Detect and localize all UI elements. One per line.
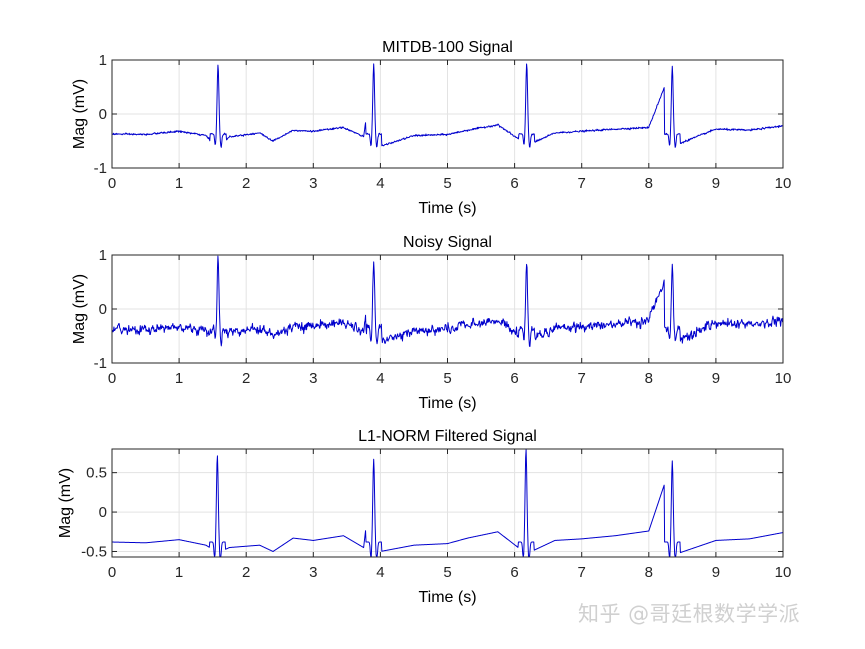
x-axis-label: Time (s) bbox=[418, 589, 476, 606]
y-tick-label: 0 bbox=[99, 301, 107, 318]
y-tick-label: -1 bbox=[94, 160, 107, 177]
x-tick-label: 5 bbox=[443, 175, 451, 192]
y-axis-label: Mag (mV) bbox=[71, 274, 88, 344]
y-axis-label: Mag (mV) bbox=[71, 79, 88, 149]
y-tick-label: 0 bbox=[99, 504, 107, 521]
x-tick-label: 4 bbox=[376, 175, 384, 192]
y-tick-label: 0 bbox=[99, 106, 107, 123]
series-line bbox=[111, 255, 784, 347]
x-tick-label: 7 bbox=[578, 370, 586, 387]
x-tick-label: 9 bbox=[712, 175, 720, 192]
x-tick-label: 8 bbox=[645, 175, 653, 192]
x-tick-label: 6 bbox=[510, 175, 518, 192]
x-tick-label: 2 bbox=[242, 370, 250, 387]
y-tick-label: -0.5 bbox=[81, 543, 107, 560]
x-tick-label: 6 bbox=[510, 370, 518, 387]
chart-panel-3: 0 1 2 3 4 5 6 7 8 9 10-0.500.5L1-NORM Filtered Sig… bbox=[57, 428, 791, 606]
x-tick-label: 9 bbox=[712, 370, 720, 387]
x-tick-label: 7 bbox=[578, 564, 586, 581]
x-tick-label: 10 bbox=[775, 370, 792, 387]
x-tick-label: 6 bbox=[510, 564, 518, 581]
x-tick-label: 10 bbox=[775, 175, 792, 192]
x-tick-label: 2 bbox=[242, 564, 250, 581]
series-line bbox=[111, 449, 784, 558]
watermark-text: 知乎 @哥廷根数学学派 bbox=[578, 602, 801, 626]
series-line bbox=[111, 63, 784, 148]
y-tick-label: -1 bbox=[94, 355, 107, 372]
chart-title: Noisy Signal bbox=[403, 234, 492, 251]
y-axis-label: Mag (mV) bbox=[57, 468, 74, 538]
x-tick-label: 4 bbox=[376, 564, 384, 581]
x-tick-label: 7 bbox=[578, 175, 586, 192]
x-tick-label: 1 bbox=[175, 370, 183, 387]
x-tick-label: 2 bbox=[242, 175, 250, 192]
x-tick-label: 4 bbox=[376, 370, 384, 387]
x-tick-label: 3 bbox=[309, 564, 317, 581]
x-tick-label: 8 bbox=[645, 370, 653, 387]
chart-title: L1-NORM Filtered Signal bbox=[358, 428, 537, 445]
x-axis-label: Time (s) bbox=[418, 395, 476, 412]
x-tick-label: 1 bbox=[175, 564, 183, 581]
x-tick-label: 3 bbox=[309, 175, 317, 192]
x-tick-label: 5 bbox=[443, 564, 451, 581]
y-tick-label: 0.5 bbox=[86, 465, 107, 482]
x-tick-label: 5 bbox=[443, 370, 451, 387]
x-tick-label: 0 bbox=[108, 175, 116, 192]
x-tick-label: 0 bbox=[108, 370, 116, 387]
y-tick-label: 1 bbox=[99, 247, 107, 264]
x-tick-label: 10 bbox=[775, 564, 792, 581]
x-axis-label: Time (s) bbox=[418, 200, 476, 217]
chart-title: MITDB-100 Signal bbox=[382, 39, 513, 56]
x-tick-label: 9 bbox=[712, 564, 720, 581]
x-tick-label: 8 bbox=[645, 564, 653, 581]
x-tick-label: 1 bbox=[175, 175, 183, 192]
y-tick-label: 1 bbox=[99, 52, 107, 69]
x-tick-label: 0 bbox=[108, 564, 116, 581]
x-tick-label: 3 bbox=[309, 370, 317, 387]
